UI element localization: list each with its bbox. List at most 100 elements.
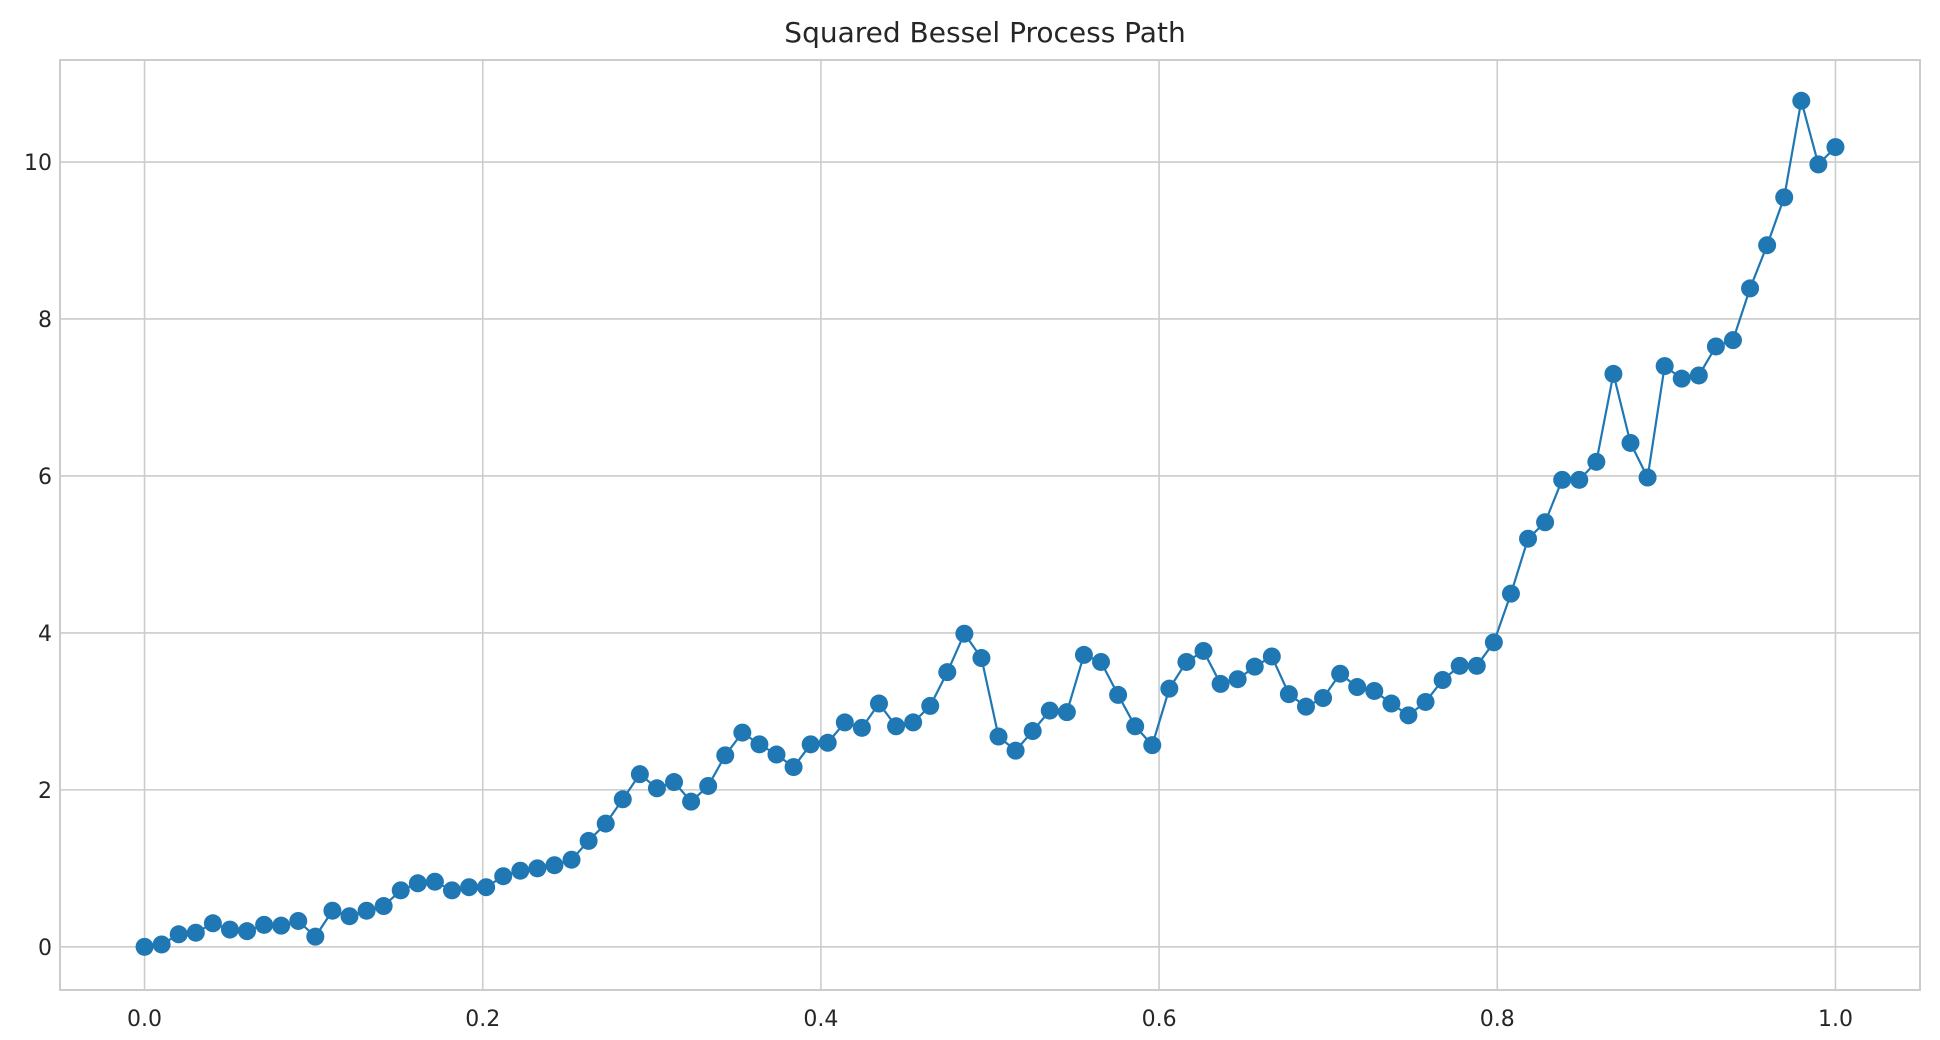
x-tick-label: 0.6 [1142,1007,1177,1032]
data-point [1433,671,1452,689]
data-point [1416,692,1435,711]
data-point [1262,647,1281,666]
data-point [716,746,735,765]
y-axis-tick-labels: 0 2 4 6 8 10 [24,151,52,961]
data-point [750,735,769,754]
data-point [835,713,854,732]
x-tick-label: 1.0 [1818,1007,1853,1032]
series-line [144,100,1837,948]
data-point [135,937,154,956]
data-point [955,624,974,643]
data-point [562,850,581,869]
data-point [152,935,171,954]
data-point [1655,357,1674,376]
data-point [1382,694,1401,713]
chart-title: Squared Bessel Process Path [784,16,1185,49]
data-point [1450,656,1469,675]
data-point [1023,722,1042,741]
data-point [921,696,940,715]
data-point [272,916,291,935]
y-tick-label: 10 [24,151,52,176]
x-tick-label: 0.8 [1480,1007,1515,1032]
data-point [408,874,427,893]
data-point [1553,470,1572,489]
x-axis-tick-labels: 0.0 0.2 0.4 0.6 0.8 1.0 [127,1007,1853,1032]
data-point [1706,337,1725,356]
data-point [1040,701,1059,720]
data-point [596,814,615,833]
data-point [1587,452,1606,471]
data-point [733,723,752,742]
data-point [1689,366,1708,385]
data-point [238,922,257,941]
y-tick-label: 6 [38,465,52,490]
data-point [1331,664,1350,683]
data-point [869,694,888,713]
data-point [186,923,205,942]
data-point [1501,584,1520,603]
data-point [1570,470,1589,489]
data-point [1672,369,1691,388]
data-point [613,790,632,809]
data-point [1348,678,1367,697]
data-point [1604,364,1623,383]
data-point [374,897,393,916]
data-point [1741,279,1760,298]
data-point [1092,652,1111,671]
x-tick-label: 0.0 [127,1007,162,1032]
data-point [767,745,786,764]
data-point [1143,736,1162,755]
data-point [1365,681,1384,700]
data-point [289,911,308,930]
data-point [1126,717,1145,736]
data-point [545,856,564,875]
data-point [306,927,325,946]
data-point [1057,703,1076,722]
data-point [630,765,649,784]
data-point [1211,674,1230,693]
data-point [1399,706,1418,725]
data-point [1245,657,1264,676]
data-point [699,776,718,795]
data-point [169,925,188,944]
data-point [391,881,410,900]
data-point [1758,236,1777,255]
series-layer [135,91,1845,956]
data-point [1177,652,1196,671]
data-point [255,915,274,934]
data-point [203,914,222,933]
data-point [1109,685,1128,704]
data-point [477,878,496,897]
data-point [784,758,803,777]
x-tick-label: 0.2 [465,1007,500,1032]
data-point [1638,468,1657,487]
data-point [1723,331,1742,350]
data-point [1467,656,1486,675]
data-point [801,735,820,754]
plot-frame [59,59,1921,991]
data-point [494,867,513,886]
data-point [1006,741,1025,760]
data-point [1194,641,1213,660]
data-point [323,901,342,920]
data-point [460,878,479,897]
y-tick-label: 8 [38,308,52,333]
grid-lines [60,60,1920,990]
data-point [1792,91,1811,110]
data-point [1621,433,1640,452]
data-point [1296,697,1315,716]
y-tick-label: 4 [38,622,52,647]
data-point [665,773,684,792]
data-point [1809,155,1828,174]
data-point [938,663,957,682]
x-tick-label: 0.4 [803,1007,838,1032]
y-tick-label: 2 [38,779,52,804]
data-point [1279,685,1298,704]
data-point [904,713,923,732]
data-point [852,718,871,737]
data-point [425,872,444,891]
data-point [1228,670,1247,689]
data-point [528,859,547,878]
data-point [357,901,376,920]
data-point [1536,513,1555,532]
